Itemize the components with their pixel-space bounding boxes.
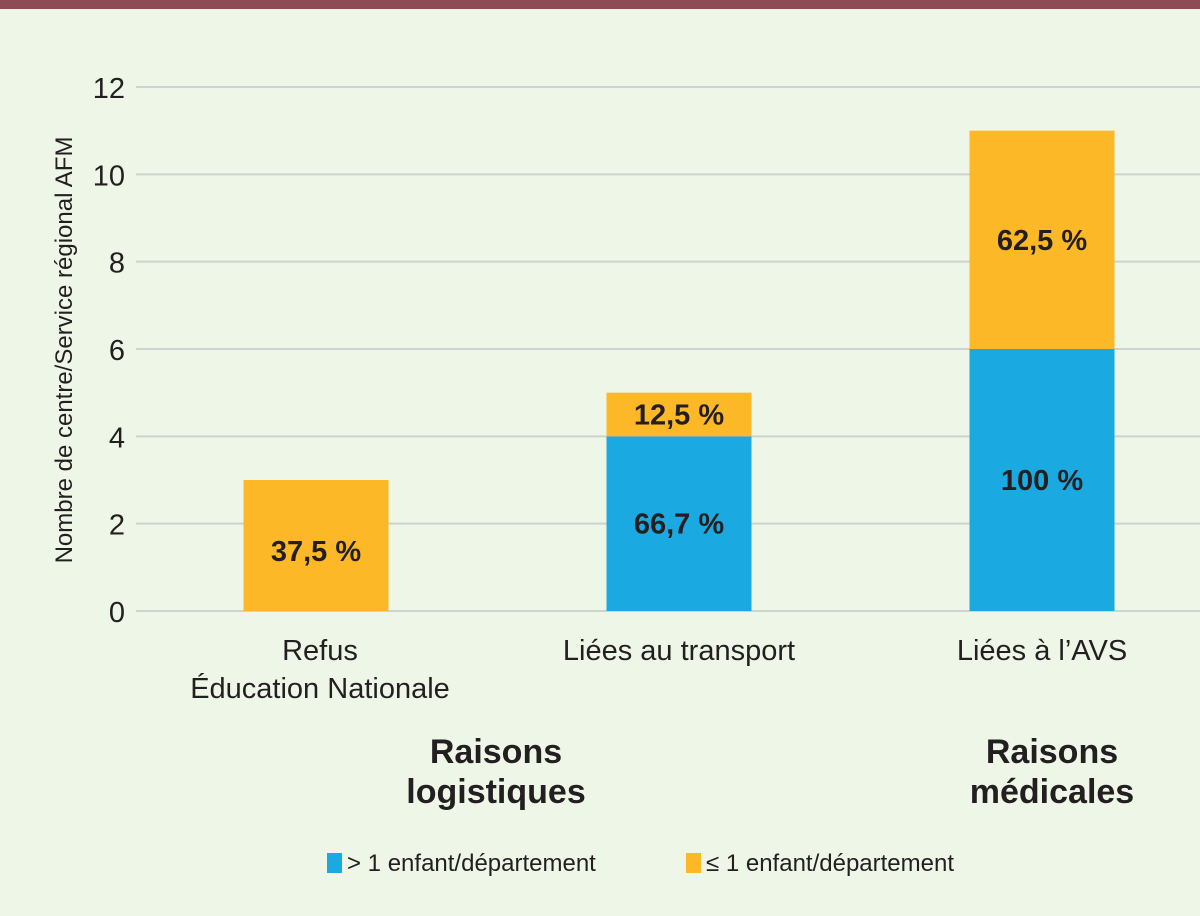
y-tick-label: 10 bbox=[93, 160, 125, 192]
data-label: 12,5 % bbox=[634, 400, 724, 432]
y-tick-label: 8 bbox=[109, 248, 125, 280]
data-label: 66,7 % bbox=[634, 509, 724, 541]
top-border bbox=[0, 0, 1200, 9]
y-tick-label: 0 bbox=[109, 597, 125, 629]
data-label: 37,5 % bbox=[271, 536, 361, 568]
x-tick-label: Liées au transport bbox=[563, 635, 795, 667]
group-label: médicales bbox=[970, 773, 1134, 811]
y-tick-label: 12 bbox=[93, 73, 125, 105]
x-tick-label: Éducation Nationale bbox=[190, 672, 450, 705]
y-axis-label: Nombre de centre/Service régional AFM bbox=[51, 137, 78, 564]
legend-swatch bbox=[327, 853, 342, 873]
bar-segment bbox=[243, 480, 389, 611]
x-tick-label: Liées à l’AVS bbox=[957, 635, 1127, 667]
bar-segment bbox=[969, 130, 1115, 349]
y-tick-label: 6 bbox=[109, 335, 125, 367]
y-tick-label: 2 bbox=[109, 510, 125, 542]
legend-swatch bbox=[686, 853, 701, 873]
data-label: 100 % bbox=[1001, 465, 1083, 497]
legend-label: ≤ 1 enfant/département bbox=[706, 850, 954, 877]
group-label: Raisons bbox=[430, 733, 562, 771]
y-tick-label: 4 bbox=[109, 422, 125, 454]
x-tick-label: Refus bbox=[282, 635, 358, 667]
data-label: 62,5 % bbox=[997, 225, 1087, 257]
group-label: Raisons bbox=[986, 733, 1118, 771]
legend-label: > 1 enfant/département bbox=[347, 850, 596, 877]
bar-segment bbox=[969, 349, 1115, 611]
bar-segment bbox=[606, 392, 752, 437]
bar-segment bbox=[606, 436, 752, 611]
group-label: logistiques bbox=[406, 773, 585, 811]
